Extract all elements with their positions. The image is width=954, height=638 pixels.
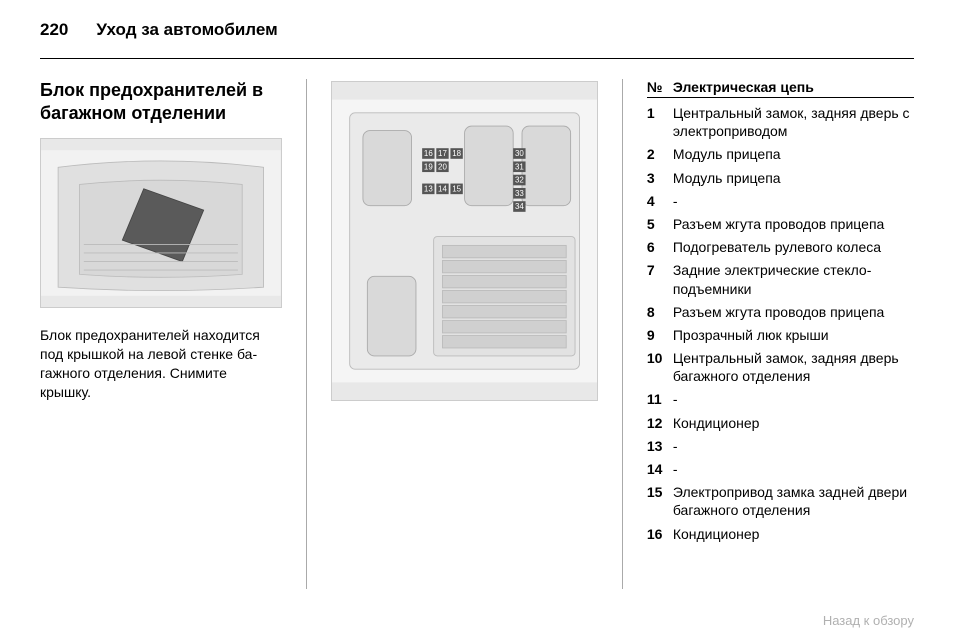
table-row: 1Центральный замок, задняя дверь с элект…: [647, 102, 914, 143]
fuse-description: Центральный замок, задняя дверь багажног…: [673, 349, 914, 385]
page-number: 220: [40, 20, 68, 40]
table-row: 2Модуль прицепа: [647, 143, 914, 166]
back-to-overview-link[interactable]: Назад к обзору: [823, 613, 914, 628]
table-row: 4-: [647, 190, 914, 213]
fuse-number: 8: [647, 303, 673, 321]
fuse-table-header: № Электрическая цепь: [647, 79, 914, 98]
svg-text:30: 30: [515, 149, 524, 158]
header-rule: [40, 58, 914, 59]
column-left: Блок предохранителей в багажном отделени…: [40, 79, 282, 589]
fuse-number: 5: [647, 215, 673, 233]
fuse-number: 4: [647, 192, 673, 210]
fuse-number: 2: [647, 145, 673, 163]
page-header: 220 Уход за автомобилем: [40, 20, 914, 40]
fuse-description: Модуль прицепа: [673, 145, 914, 163]
table-row: 9Прозрачный люк крыши: [647, 324, 914, 347]
table-row: 13-: [647, 435, 914, 458]
fuse-description: Модуль прицепа: [673, 169, 914, 187]
fuse-description: Разъем жгута проводов прицепа: [673, 215, 914, 233]
column-middle: 16 17 18 19 20 13 14 15 30 31 32: [331, 79, 598, 589]
column-right: № Электрическая цепь 1Центральный замок,…: [647, 79, 914, 589]
fuse-table-body: 1Центральный замок, задняя дверь с элект…: [647, 102, 914, 546]
illustration-fusebox-diagram: 16 17 18 19 20 13 14 15 30 31 32: [331, 81, 598, 401]
illustration-trunk-panel: [40, 138, 282, 308]
table-row: 7Задние электрические стекло‐подъемники: [647, 259, 914, 300]
svg-text:16: 16: [424, 149, 433, 158]
th-number: №: [647, 79, 673, 95]
table-row: 15Электропривод замка задней двери багаж…: [647, 481, 914, 522]
column-separator-1: [306, 79, 307, 589]
table-row: 12Кондиционер: [647, 412, 914, 435]
fuse-number: 14: [647, 460, 673, 478]
th-circuit: Электрическая цепь: [673, 79, 914, 95]
fuse-number: 3: [647, 169, 673, 187]
fuse-description: Прозрачный люк крыши: [673, 326, 914, 344]
chapter-title: Уход за автомобилем: [96, 20, 277, 40]
svg-text:18: 18: [452, 149, 461, 158]
fuse-description: Подогреватель рулевого колеса: [673, 238, 914, 256]
svg-text:15: 15: [452, 185, 461, 194]
fuse-number: 12: [647, 414, 673, 432]
fuse-number: 15: [647, 483, 673, 519]
fuse-description: -: [673, 437, 914, 455]
table-row: 11-: [647, 388, 914, 411]
fuse-description: Кондиционер: [673, 414, 914, 432]
fuse-description: Электропривод замка задней двери багажно…: [673, 483, 914, 519]
table-row: 3Модуль прицепа: [647, 167, 914, 190]
fuse-description: -: [673, 192, 914, 210]
section-title: Блок предохранителей в багажном отделени…: [40, 79, 282, 124]
fuse-description: Центральный замок, задняя дверь с электр…: [673, 104, 914, 140]
svg-text:31: 31: [515, 162, 524, 171]
table-row: 8Разъем жгута проводов прицепа: [647, 301, 914, 324]
table-row: 5Разъем жгута проводов прицепа: [647, 213, 914, 236]
content-columns: Блок предохранителей в багажном отделени…: [40, 79, 914, 589]
svg-text:34: 34: [515, 202, 524, 211]
fusebox-svg: 16 17 18 19 20 13 14 15 30 31 32: [332, 82, 597, 400]
fuse-description: Разъем жгута проводов прицепа: [673, 303, 914, 321]
fuse-description: -: [673, 460, 914, 478]
fuse-number: 11: [647, 390, 673, 408]
trunk-panel-svg: [41, 139, 281, 307]
fuse-number: 9: [647, 326, 673, 344]
table-row: 16Кондиционер: [647, 523, 914, 546]
fuse-number: 10: [647, 349, 673, 385]
svg-text:17: 17: [438, 149, 447, 158]
fuse-description: Задние электрические стекло‐подъемники: [673, 261, 914, 297]
svg-text:20: 20: [438, 162, 447, 171]
svg-text:32: 32: [515, 176, 524, 185]
svg-text:19: 19: [424, 162, 433, 171]
fuse-number: 6: [647, 238, 673, 256]
fuse-number: 16: [647, 525, 673, 543]
table-row: 14-: [647, 458, 914, 481]
fuse-description: -: [673, 390, 914, 408]
paragraph: Блок предохранителей находится под крышк…: [40, 326, 282, 402]
svg-text:13: 13: [424, 185, 433, 194]
fuse-number: 1: [647, 104, 673, 140]
column-separator-2: [622, 79, 623, 589]
table-row: 10Центральный замок, задняя дверь багажн…: [647, 347, 914, 388]
fuse-number: 13: [647, 437, 673, 455]
table-row: 6Подогреватель рулевого колеса: [647, 236, 914, 259]
svg-text:33: 33: [515, 189, 524, 198]
fuse-description: Кондиционер: [673, 525, 914, 543]
svg-text:14: 14: [438, 185, 447, 194]
fuse-number: 7: [647, 261, 673, 297]
